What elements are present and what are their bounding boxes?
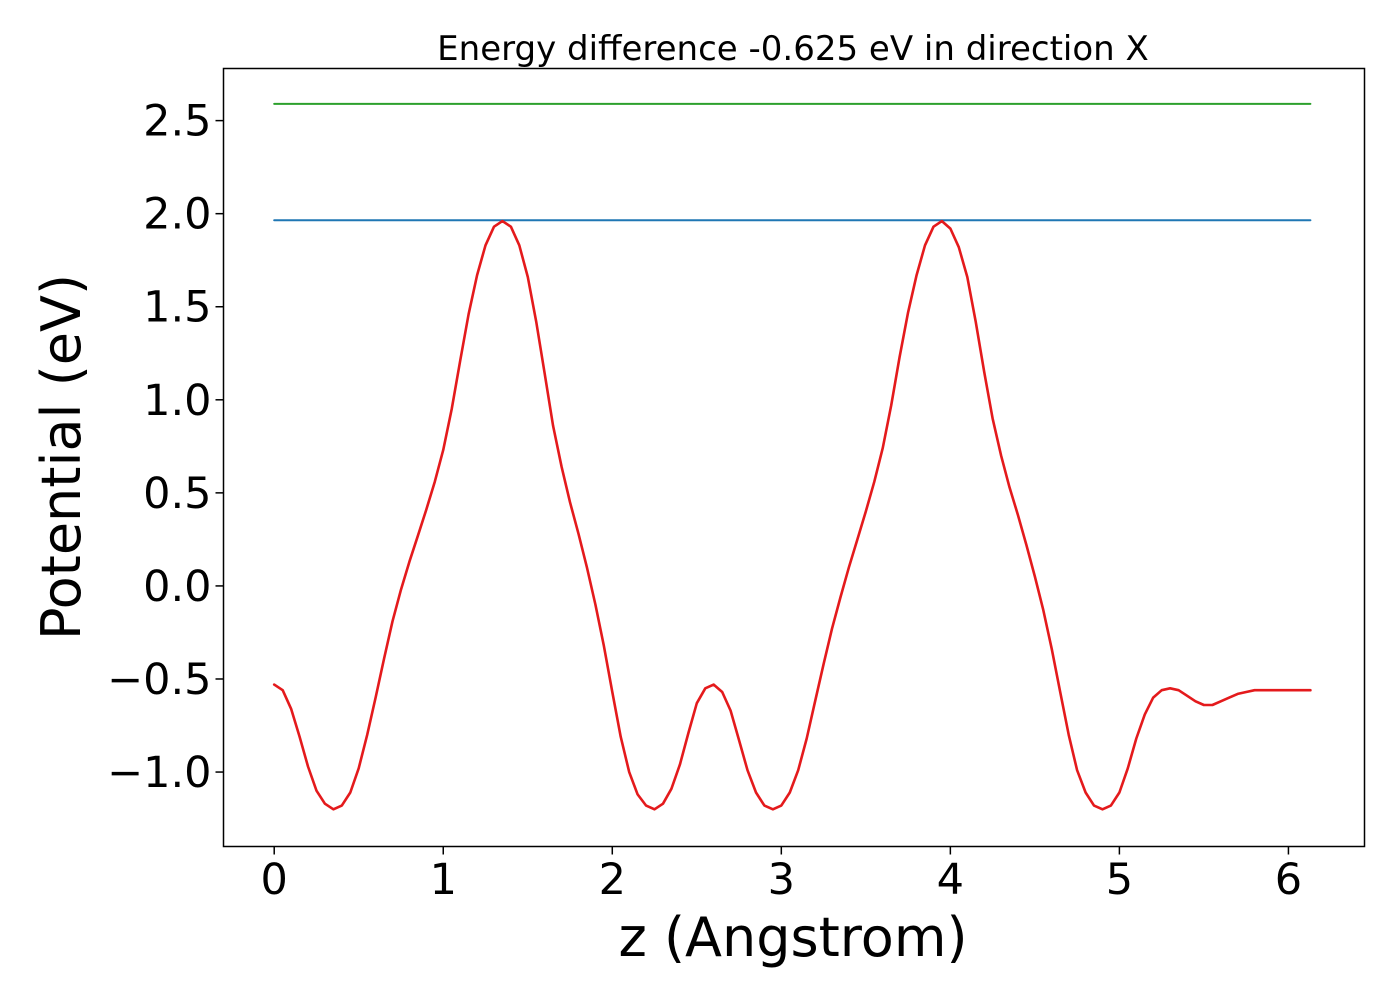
x-tick-label: 1 <box>430 855 457 905</box>
x-tick-label: 2 <box>599 855 626 905</box>
y-tick-label: 1.5 <box>143 283 211 333</box>
series-line-red <box>272 219 1312 811</box>
y-axis-label: Potential (eV) <box>30 274 93 640</box>
chart-title: Energy difference -0.625 eV in direction… <box>437 29 1149 69</box>
y-tick-label: −1.0 <box>107 748 211 798</box>
x-axis-label: z (Angstrom) <box>618 906 967 969</box>
y-tick-label: 2.0 <box>143 190 211 240</box>
y-tick-label: 0.5 <box>143 469 211 519</box>
y-tick-label: 1.0 <box>143 376 211 426</box>
x-tick-label: 0 <box>261 855 288 905</box>
x-axis-ticks: 0 1 2 3 4 5 6 <box>261 846 1302 905</box>
x-tick-label: 6 <box>1275 855 1302 905</box>
y-tick-label: −0.5 <box>107 655 211 705</box>
y-tick-label: 2.5 <box>143 97 211 147</box>
plot-frame <box>222 67 1366 848</box>
x-tick-label: 4 <box>937 855 964 905</box>
y-tick-label: 0.0 <box>143 562 211 612</box>
x-tick-label: 3 <box>768 855 795 905</box>
x-tick-label: 5 <box>1106 855 1133 905</box>
y-axis-ticks: −1.0 −0.5 0.0 0.5 1.0 1.5 2.0 2.5 <box>107 97 224 798</box>
series-layer <box>272 102 1312 811</box>
